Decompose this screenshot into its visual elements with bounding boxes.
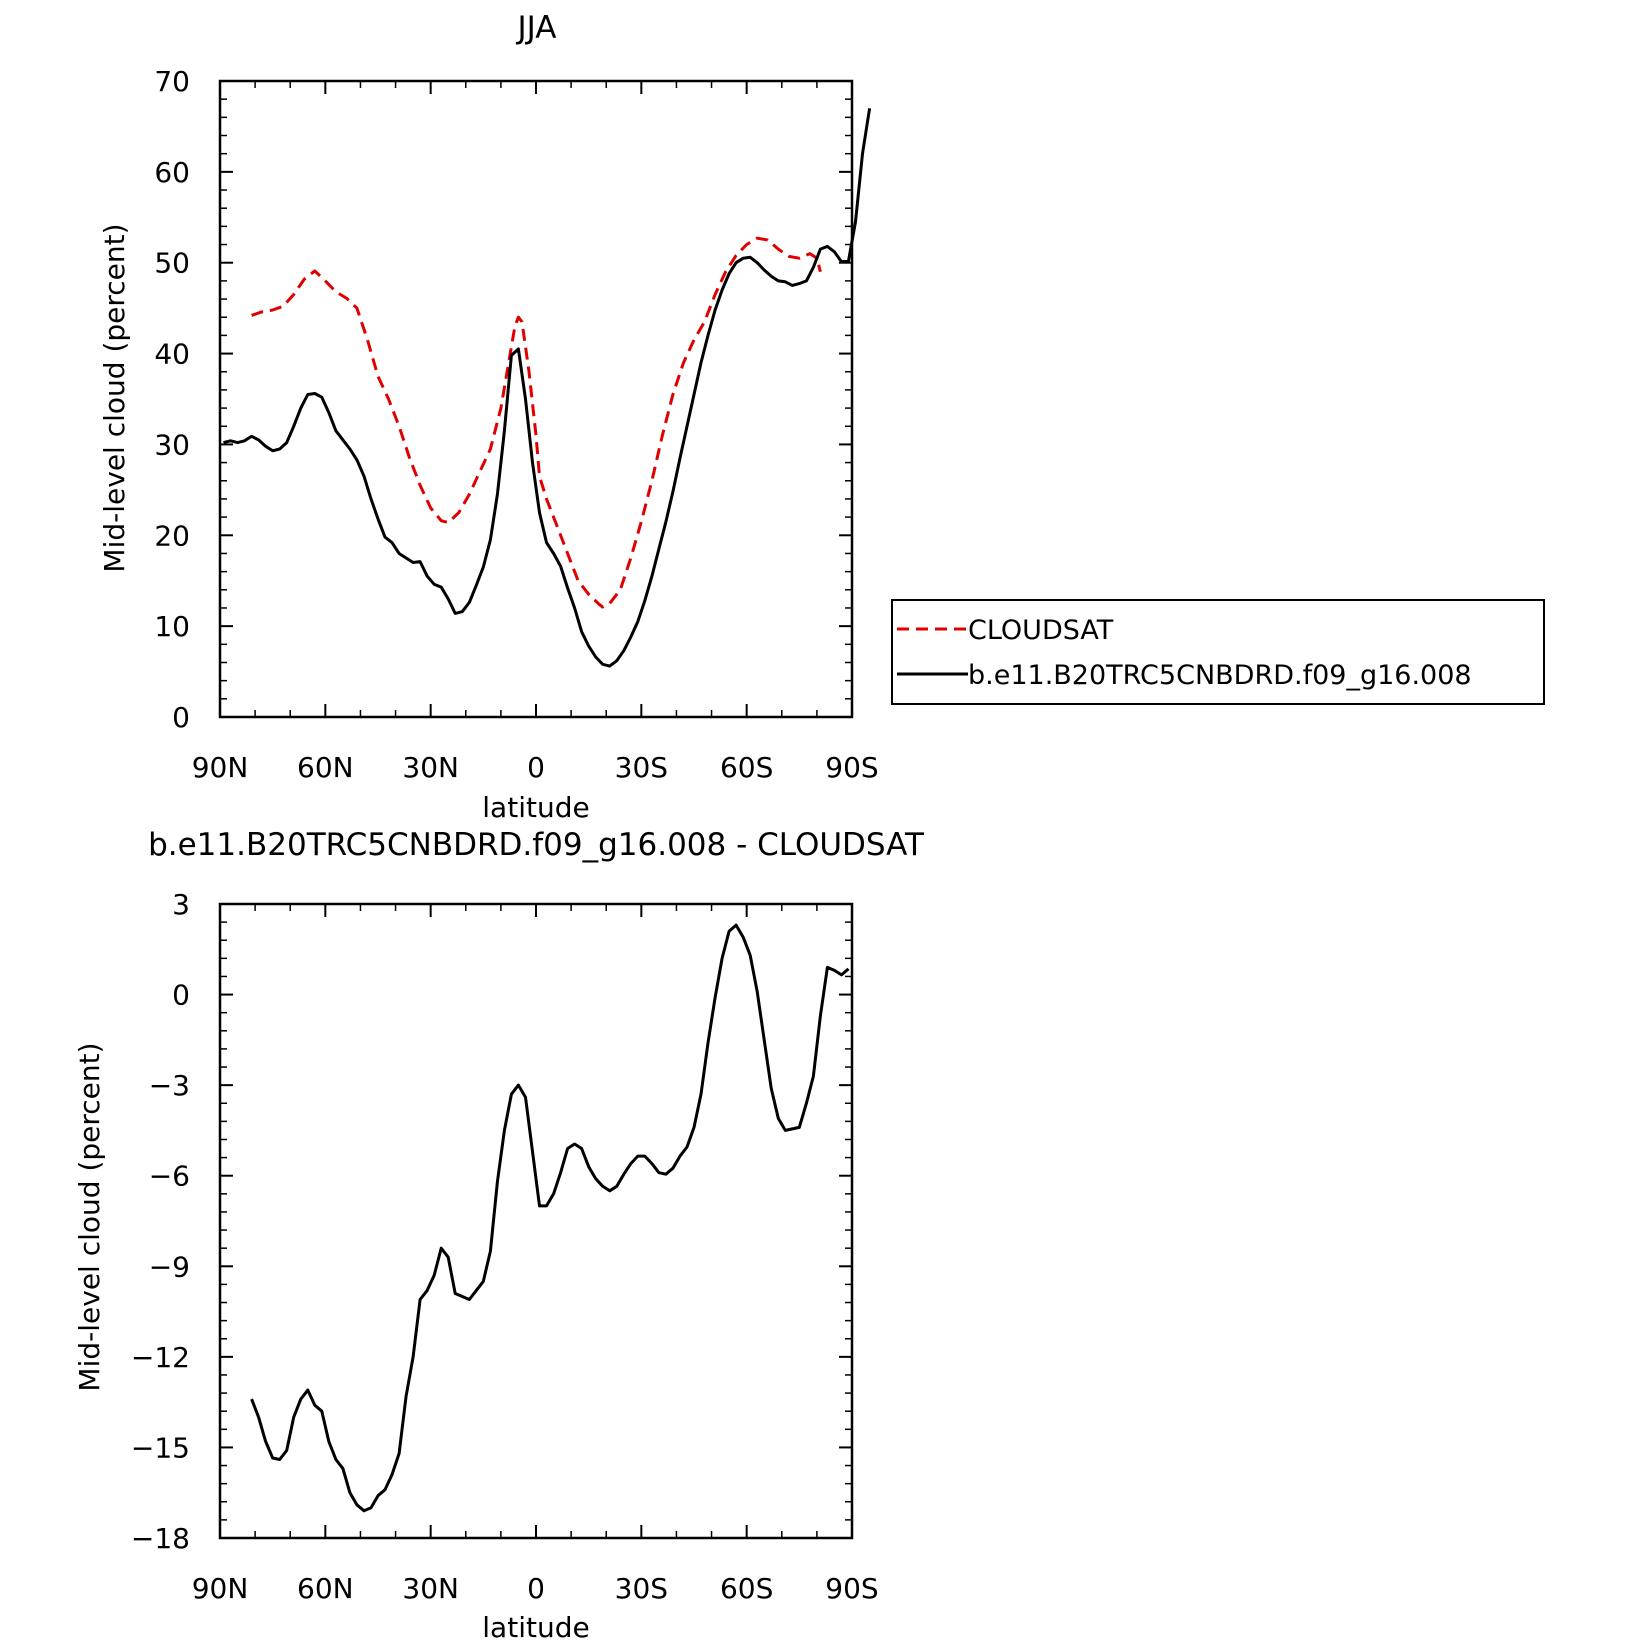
top-panel: JJA Mid-level cloud (percent) latitude 0… (98, 10, 879, 824)
bottom-plot-frame (218, 902, 854, 1540)
bottom-x-tick-labels: 90N 60N 30N 0 30S 60S 90S (192, 1572, 879, 1605)
bottom-x-tick-label: 90N (192, 1572, 249, 1605)
bottom-y-tick-label: −9 (149, 1250, 190, 1283)
bottom-x-tick-label: 60N (297, 1572, 354, 1605)
top-x-tick-labels: 90N 60N 30N 0 30S 60S 90S (192, 751, 879, 784)
bottom-series-line-0 (250, 923, 850, 1513)
top-x-tick-label: 30N (402, 751, 459, 784)
bottom-y-tick-labels: 3 0 −3 −6 −9 −12 −15 −18 (131, 888, 190, 1555)
top-series-line-1 (223, 108, 872, 668)
bottom-y-tick-label: −15 (131, 1431, 190, 1464)
top-y-tick-labels: 0 10 20 30 40 50 60 70 (154, 65, 190, 734)
top-y-tick-label: 20 (154, 519, 190, 552)
top-x-tick-label: 60S (720, 751, 773, 784)
bottom-chart-title: b.e11.B20TRC5CNBDRD.f09_g16.008 - CLOUDS… (148, 827, 925, 863)
top-x-axis-label: latitude (482, 791, 589, 824)
bottom-y-tick-label: 3 (172, 888, 190, 921)
legend: CLOUDSAT b.e11.B20TRC5CNBDRD.f09_g16.008 (891, 599, 1545, 705)
bottom-y-tick-label: −3 (149, 1069, 190, 1102)
top-y-tick-label: 60 (154, 156, 190, 189)
top-x-tick-label: 0 (527, 751, 545, 784)
top-y-tick-label: 50 (154, 247, 190, 280)
top-y-tick-label: 30 (154, 428, 190, 461)
legend-label-model: b.e11.B20TRC5CNBDRD.f09_g16.008 (968, 660, 1472, 691)
top-x-tick-label: 60N (297, 751, 354, 784)
bottom-x-axis-label: latitude (482, 1611, 589, 1644)
top-x-tick-label: 90N (192, 751, 249, 784)
top-x-tick-label: 30S (615, 751, 668, 784)
bottom-x-tick-label: 0 (527, 1572, 545, 1605)
legend-box (891, 599, 1545, 705)
bottom-y-axis-label: Mid-level cloud (percent) (73, 1042, 106, 1391)
bottom-x-tick-label: 30S (615, 1572, 668, 1605)
top-series-group (223, 108, 872, 668)
bottom-y-tick-label: −12 (131, 1341, 190, 1374)
top-series-line-0 (251, 236, 822, 609)
top-y-axis-label: Mid-level cloud (percent) (98, 223, 131, 572)
bottom-x-tick-label: 30N (402, 1572, 459, 1605)
legend-label-cloudsat: CLOUDSAT (968, 615, 1114, 646)
bottom-y-tick-label: −6 (149, 1160, 190, 1193)
bottom-y-tick-label: −18 (131, 1522, 190, 1555)
bottom-ticks (219, 903, 853, 1539)
top-chart-title: JJA (516, 10, 557, 46)
bottom-panel: b.e11.B20TRC5CNBDRD.f09_g16.008 - CLOUDS… (73, 827, 925, 1644)
top-x-tick-label: 90S (825, 751, 878, 784)
bottom-series-group (250, 923, 850, 1513)
bottom-x-tick-label: 90S (825, 1572, 878, 1605)
top-plot-frame (218, 79, 854, 719)
top-y-tick-label: 10 (154, 610, 190, 643)
top-y-tick-label: 70 (154, 65, 190, 98)
top-y-tick-label: 0 (172, 701, 190, 734)
top-y-tick-label: 40 (154, 338, 190, 371)
bottom-y-tick-label: 0 (172, 979, 190, 1012)
bottom-x-tick-label: 60S (720, 1572, 773, 1605)
top-ticks (219, 80, 853, 718)
